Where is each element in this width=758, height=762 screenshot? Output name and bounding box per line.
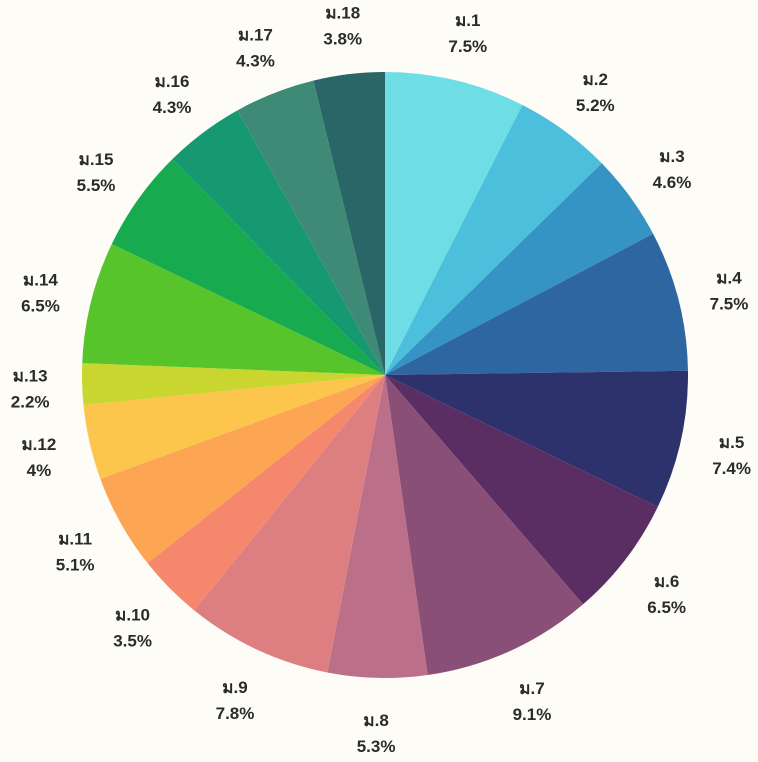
pie-slice-17 [237, 80, 385, 376]
slice-percent-label: 2.2% [11, 393, 50, 412]
pie-slice-18 [313, 72, 385, 375]
slice-category-label: ม.1 [455, 11, 480, 30]
slice-percent-label: 7.8% [216, 704, 255, 723]
pie-slice-15 [111, 159, 385, 375]
slice-category-label: ม.16 [155, 72, 190, 91]
slice-percent-label: 6.5% [647, 598, 686, 617]
pie-slice-7 [385, 375, 584, 675]
slice-percent-label: 4% [27, 461, 52, 480]
slice-percent-label: 5.2% [576, 96, 615, 115]
slice-category-label: ม.10 [115, 606, 150, 625]
pie-slice-16 [172, 110, 385, 375]
slice-percent-label: 4.6% [653, 173, 692, 192]
slice-category-label: ม.17 [238, 25, 273, 44]
pie-slice-6 [385, 375, 658, 605]
slice-category-label: ม.15 [79, 150, 114, 169]
pie-slice-8 [327, 375, 428, 679]
slice-percent-label: 5.3% [357, 737, 396, 756]
pie-slice-3 [385, 163, 654, 375]
slice-category-label: ม.6 [654, 572, 679, 591]
slice-percent-label: 3.5% [113, 632, 152, 651]
slice-percent-label: 4.3% [236, 51, 275, 70]
slice-percent-label: 7.5% [448, 37, 487, 56]
pie-slice-11 [100, 375, 385, 564]
pie-slice-10 [147, 375, 385, 611]
slice-category-label: ม.9 [222, 678, 247, 697]
slice-category-label: ม.7 [519, 679, 544, 698]
slice-category-label: ม.4 [716, 268, 742, 287]
slice-category-label: ม.3 [659, 147, 684, 166]
pie-slice-1 [385, 72, 523, 375]
pie-slice-14 [82, 243, 385, 375]
pie-slices [81, 72, 688, 679]
slice-category-label: ม.5 [719, 433, 744, 452]
pie-slice-5 [385, 370, 688, 507]
slice-category-label: ม.12 [21, 435, 56, 454]
slice-category-label: ม.2 [583, 70, 608, 89]
pie-slice-12 [83, 375, 385, 479]
pie-slice-9 [194, 375, 385, 673]
slice-percent-label: 5.1% [56, 555, 95, 574]
pie-slice-4 [385, 233, 688, 375]
slice-category-label: ม.8 [363, 711, 388, 730]
slice-category-label: ม.13 [13, 367, 48, 386]
slice-category-label: ม.11 [58, 529, 92, 548]
slice-percent-label: 6.5% [21, 297, 60, 316]
slice-percent-label: 3.8% [323, 30, 362, 49]
slice-percent-label: 9.1% [513, 705, 552, 724]
slice-category-label: ม.14 [23, 271, 58, 290]
pie-slice-13 [81, 363, 385, 405]
slice-percent-label: 7.4% [712, 459, 751, 478]
slice-percent-label: 7.5% [710, 294, 749, 313]
pie-labels: ม.1 7.5% ม.2 5.2% ม.3 4.6% ม.4 7.5% ม.5 7.4% ม.6 6.… [11, 4, 751, 756]
slice-percent-label: 5.5% [77, 176, 116, 195]
slice-category-label: ม.18 [325, 4, 360, 23]
pie-slice-2 [385, 104, 602, 375]
slice-percent-label: 4.3% [153, 98, 192, 117]
